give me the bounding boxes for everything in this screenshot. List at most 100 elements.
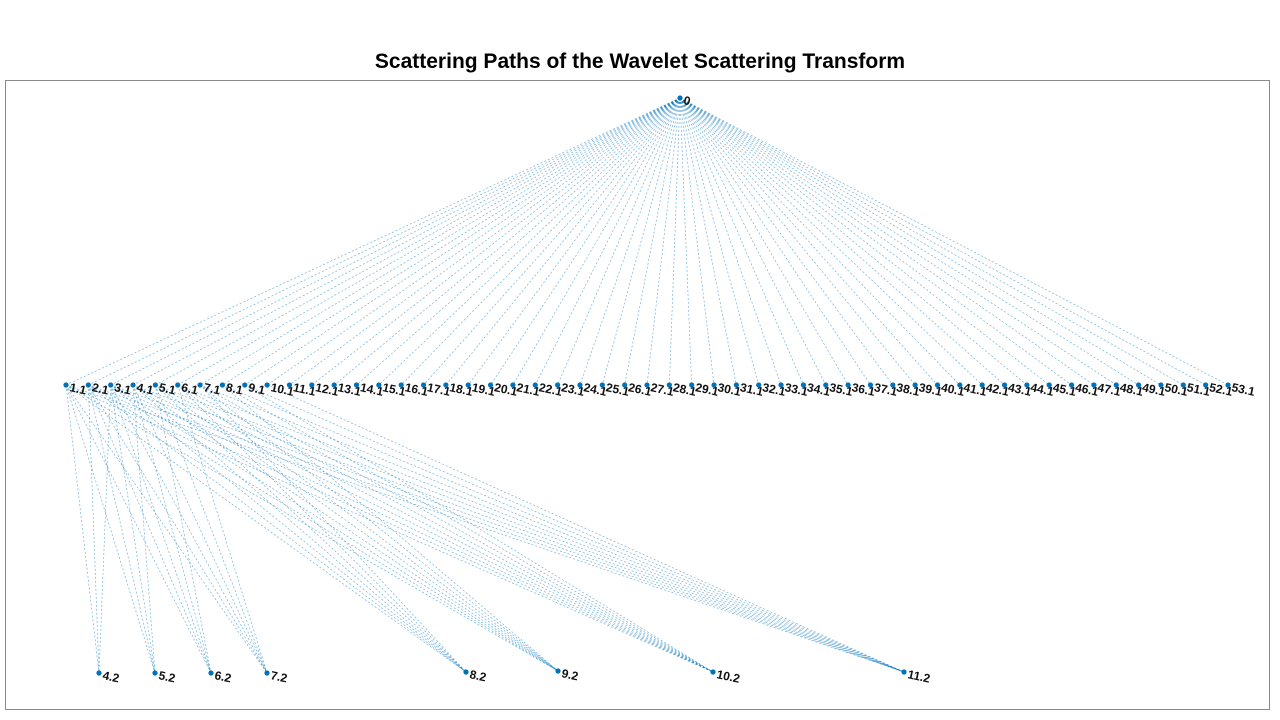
node-label-22.1: 22.1 — [538, 380, 564, 399]
edge-0-to-2.1 — [88, 97, 681, 386]
node-5.2 — [152, 670, 158, 676]
edge-0-to-41.1 — [679, 97, 961, 386]
node-11.2 — [901, 669, 907, 675]
node-label-20.1: 20.1 — [493, 380, 519, 399]
node-label-12.1: 12.1 — [314, 380, 340, 399]
node-label-11.2: 11.2 — [906, 667, 931, 685]
node-label-29.1: 29.1 — [694, 380, 720, 399]
node-47.1 — [1091, 382, 1097, 388]
node-label-41.1: 41.1 — [962, 380, 988, 399]
edge-2.1-to-7.2 — [88, 384, 268, 674]
edge-0-to-28.1 — [668, 97, 681, 386]
node-label-37.1: 37.1 — [873, 380, 899, 399]
edge-0-to-20.1 — [490, 97, 681, 386]
edge-0-to-49.1 — [679, 97, 1139, 386]
node-11.1 — [286, 382, 293, 388]
node-label-26.1: 26.1 — [627, 380, 653, 399]
edge-1.1-to-6.2 — [65, 384, 212, 674]
edge-0-to-4.1 — [132, 97, 681, 386]
node-label-36.1: 36.1 — [850, 380, 876, 399]
edge-0-to-52.1 — [679, 97, 1206, 386]
node-46.1 — [1068, 382, 1075, 388]
node-label-19.1: 19.1 — [471, 380, 497, 399]
node-8.1 — [219, 382, 226, 388]
node-10.2 — [710, 669, 716, 675]
node-label-6.2: 6.2 — [213, 668, 233, 685]
node-18.1 — [443, 382, 449, 388]
node-19.1 — [465, 382, 471, 388]
edge-0-to-30.1 — [679, 97, 715, 386]
edge-0-to-31.1 — [679, 97, 737, 386]
node-33.1 — [778, 382, 784, 388]
edge-1.1-to-10.2 — [65, 384, 714, 673]
edge-6.1-to-9.2 — [177, 384, 559, 672]
node-39.1 — [912, 382, 918, 388]
edge-5.1-to-11.2 — [155, 384, 905, 673]
node-label-3.1: 3.1 — [113, 380, 133, 397]
edge-0-to-29.1 — [679, 97, 693, 386]
node-36.1 — [845, 382, 851, 388]
node-label-5.1: 5.1 — [158, 380, 178, 397]
node-5.1 — [152, 382, 158, 388]
node-label-33.1: 33.1 — [783, 380, 809, 399]
edge-0-to-32.1 — [679, 97, 760, 386]
edge-0-to-19.1 — [467, 97, 681, 386]
edge-0-to-35.1 — [679, 97, 827, 386]
node-13.1 — [331, 382, 337, 388]
node-38.1 — [890, 382, 896, 388]
node-41.1 — [957, 382, 963, 388]
edge-0-to-39.1 — [679, 97, 916, 386]
node-0 — [677, 95, 683, 101]
edge-1.1-to-7.2 — [65, 384, 268, 674]
node-label-18.1: 18.1 — [448, 380, 474, 399]
edge-4.1-to-5.2 — [132, 384, 156, 674]
node-label-34.1: 34.1 — [806, 380, 832, 399]
graph-axes-frame — [5, 80, 1270, 710]
node-4.2 — [96, 670, 102, 676]
node-7.2 — [264, 670, 270, 676]
node-label-52.1: 52.1 — [1208, 380, 1234, 399]
node-40.1 — [934, 382, 941, 388]
edge-5.1-to-7.2 — [155, 384, 268, 674]
node-24.1 — [577, 382, 583, 388]
nodes: 01.1 2.1 3.1 4.1 5.1 6.1 7.1 8.1 9.1 10.111.112.1… — [63, 93, 1256, 686]
node-8.2 — [463, 669, 469, 675]
edge-8.1-to-11.2 — [222, 384, 905, 673]
node-label-4.1: 4.1 — [135, 380, 155, 397]
edge-0-to-33.1 — [679, 97, 782, 386]
node-50.1 — [1158, 382, 1164, 388]
node-label-4.2: 4.2 — [101, 668, 121, 685]
node-37.1 — [867, 382, 874, 388]
edge-0-to-42.1 — [679, 97, 983, 386]
edge-4.1-to-7.2 — [132, 384, 268, 674]
edge-3.1-to-10.2 — [110, 384, 714, 673]
node-7.1 — [197, 382, 203, 388]
edge-0-to-21.1 — [512, 97, 681, 386]
edge-0-to-11.1 — [289, 97, 681, 386]
edge-0-to-10.1 — [266, 97, 681, 386]
node-27.1 — [644, 382, 650, 388]
edge-0-to-26.1 — [624, 97, 681, 386]
node-label-21.1: 21.1 — [515, 380, 541, 399]
node-label-32.1: 32.1 — [761, 380, 787, 399]
node-label-50.1: 50.1 — [1163, 380, 1189, 399]
node-48.1 — [1113, 382, 1119, 388]
edge-9.1-to-10.2 — [244, 384, 714, 673]
node-label-53.1: 53.1 — [1230, 380, 1256, 399]
edge-0-to-12.1 — [311, 97, 681, 386]
edge-4.1-to-9.2 — [132, 384, 559, 672]
node-label-28.1: 28.1 — [672, 380, 698, 399]
node-29.1 — [689, 382, 695, 388]
node-10.1 — [264, 382, 270, 388]
edge-0-to-45.1 — [679, 97, 1050, 386]
node-9.1 — [242, 382, 248, 388]
node-label-1.1: 1.1 — [68, 380, 88, 397]
node-label-49.1: 49.1 — [1141, 380, 1167, 399]
node-label-44.1: 44.1 — [1029, 380, 1055, 399]
edge-0-to-7.1 — [199, 97, 681, 386]
node-label-48.1: 48.1 — [1119, 380, 1145, 399]
node-30.1 — [711, 382, 717, 388]
edge-0-to-9.1 — [244, 97, 681, 386]
edge-0-to-36.1 — [679, 97, 849, 386]
edge-7.1-to-8.2 — [199, 384, 467, 673]
